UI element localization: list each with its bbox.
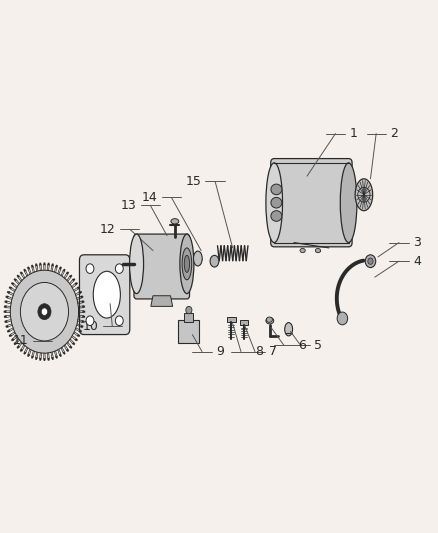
Ellipse shape [180, 234, 194, 294]
Ellipse shape [170, 219, 178, 224]
Text: 2: 2 [389, 127, 397, 140]
Ellipse shape [210, 255, 219, 267]
Ellipse shape [284, 322, 292, 336]
Ellipse shape [129, 234, 143, 294]
Ellipse shape [299, 248, 304, 253]
Ellipse shape [314, 248, 320, 253]
Circle shape [86, 316, 94, 326]
Circle shape [115, 264, 123, 273]
Polygon shape [226, 317, 235, 322]
Circle shape [115, 316, 123, 326]
Text: 4: 4 [412, 255, 420, 268]
Circle shape [336, 312, 347, 325]
Ellipse shape [339, 163, 356, 243]
Ellipse shape [184, 255, 189, 272]
Text: 9: 9 [215, 345, 223, 358]
Text: 13: 13 [120, 199, 136, 212]
Polygon shape [150, 296, 172, 306]
Text: 3: 3 [412, 236, 420, 249]
Circle shape [364, 255, 375, 268]
Circle shape [367, 258, 372, 264]
FancyBboxPatch shape [184, 313, 193, 322]
Circle shape [185, 306, 191, 314]
Text: 6: 6 [297, 338, 305, 352]
Ellipse shape [182, 248, 191, 280]
Ellipse shape [193, 251, 202, 266]
Ellipse shape [354, 179, 372, 211]
Ellipse shape [270, 197, 281, 208]
FancyBboxPatch shape [134, 234, 189, 299]
Circle shape [11, 270, 78, 353]
Ellipse shape [265, 318, 273, 324]
Text: 5: 5 [314, 338, 322, 352]
Text: 15: 15 [185, 175, 201, 188]
Circle shape [20, 282, 68, 341]
Text: 14: 14 [141, 191, 157, 204]
Text: 11: 11 [13, 334, 28, 348]
Ellipse shape [93, 271, 120, 318]
Polygon shape [239, 320, 248, 325]
Text: 1: 1 [349, 127, 357, 140]
FancyBboxPatch shape [79, 255, 130, 335]
Ellipse shape [270, 211, 281, 221]
Circle shape [38, 304, 51, 320]
Ellipse shape [266, 317, 272, 322]
Text: 12: 12 [100, 223, 116, 236]
Ellipse shape [265, 163, 282, 243]
FancyBboxPatch shape [178, 320, 199, 343]
Text: 10: 10 [82, 320, 98, 333]
FancyBboxPatch shape [270, 159, 351, 247]
Ellipse shape [270, 184, 281, 195]
Text: 8: 8 [254, 345, 262, 358]
Circle shape [41, 308, 47, 316]
Text: 7: 7 [268, 345, 276, 358]
Circle shape [86, 264, 94, 273]
